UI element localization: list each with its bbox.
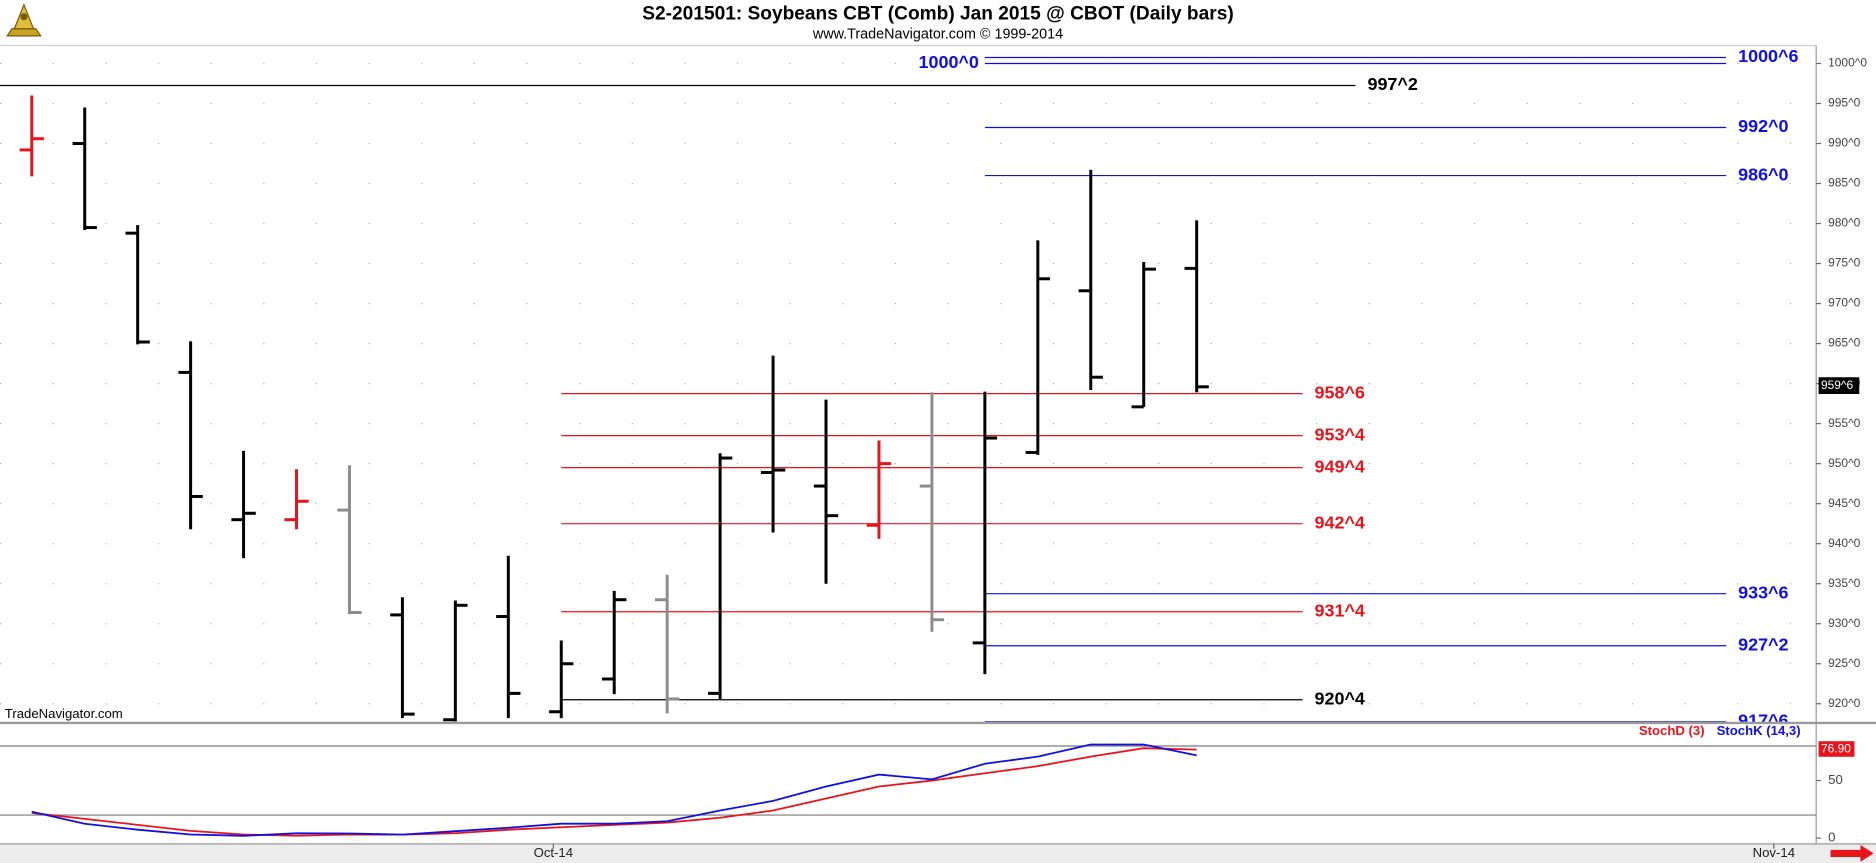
ohlc-bar	[813, 399, 839, 584]
ohlc-bar	[231, 450, 256, 559]
axes: 920^0 925^0 930^0 935^0 940^0 945^0 950^0 955^0…	[534, 56, 1868, 860]
y-tick-label: 945^0	[1828, 496, 1861, 510]
y-tick-label: 995^0	[1828, 96, 1861, 110]
ohlc-bar	[707, 453, 733, 699]
level-label: 958^6	[1315, 382, 1365, 402]
level-label: 917^6	[1738, 710, 1788, 730]
y-tick-label: 985^0	[1828, 176, 1861, 190]
ohlc-bar	[284, 469, 309, 530]
y-tick-label: 980^0	[1828, 216, 1861, 230]
ohlc-bar	[337, 465, 362, 615]
y-tick-label: 975^0	[1828, 256, 1861, 270]
level-label: 986^0	[1738, 164, 1788, 184]
last-value-box	[1818, 741, 1855, 757]
level-label: 1000^6	[1738, 46, 1798, 66]
y-tick-label: 925^0	[1828, 656, 1861, 670]
y-tick-label: 50	[1828, 772, 1843, 787]
logo	[6, 3, 42, 37]
last-price-label: 959^6	[1821, 378, 1854, 392]
level-label: 931^4	[1315, 600, 1365, 620]
y-tick-label: 990^0	[1828, 136, 1861, 150]
watermark: TradeNavigator.com	[5, 706, 123, 721]
y-tick-label: 940^0	[1828, 536, 1861, 550]
level-label: 942^4	[1315, 512, 1365, 532]
legend-entry: StochK (14,3)	[1717, 723, 1801, 738]
ohlc-bar	[866, 440, 892, 539]
ohlc-bar	[1025, 240, 1050, 455]
y-tick-label: 935^0	[1828, 576, 1861, 590]
ohlc-bar	[1184, 220, 1209, 393]
stoch-line	[31, 747, 1197, 837]
ohlc-bar	[72, 107, 97, 230]
level-label: 920^4	[1315, 688, 1365, 708]
x-tick-label: Oct-14	[534, 845, 573, 860]
ohlc-bar	[1078, 169, 1103, 391]
level-label: 997^2	[1367, 74, 1417, 94]
ohlc-bar	[972, 391, 998, 675]
stoch-line	[31, 743, 1197, 837]
y-tick-label: 930^0	[1828, 616, 1861, 630]
x-tick-label: Nov-14	[1753, 845, 1795, 860]
y-tick-label: 965^0	[1828, 336, 1861, 350]
chart-subtitle: www.TradeNavigator.com © 1999-2014	[812, 27, 1063, 43]
ohlc-bar	[496, 555, 521, 719]
stoch-grid	[0, 745, 1817, 816]
level-label: 953^4	[1315, 424, 1365, 444]
x-axis-strip	[0, 843, 1876, 863]
y-tick-label: 970^0	[1828, 296, 1861, 310]
level-label: 1000^0	[919, 52, 979, 72]
ohlc-bar	[178, 341, 203, 530]
y-tick-label: 0	[1828, 830, 1835, 845]
y-tick-label: 920^0	[1828, 696, 1861, 710]
y-tick-label: 1000^0	[1828, 56, 1867, 70]
y-tick-label: 950^0	[1828, 456, 1861, 470]
ohlc-bar	[919, 392, 945, 632]
stoch-plot	[31, 743, 1197, 837]
level-label: 927^2	[1738, 634, 1788, 654]
level-label: 933^6	[1738, 582, 1788, 602]
ohlc-bar	[549, 640, 574, 719]
chart-title: S2-201501: Soybeans CBT (Comb) Jan 2015 …	[642, 3, 1233, 24]
last-value-label: 76.90	[1821, 742, 1851, 756]
ohlc-bar	[760, 355, 786, 533]
ohlc-bar	[125, 225, 150, 345]
ohlc-bar	[1131, 261, 1156, 409]
y-tick-label: 955^0	[1828, 416, 1861, 430]
ohlc-bar	[654, 574, 680, 714]
level-label: 949^4	[1315, 456, 1365, 476]
price-plot: 1000^6 1000^0 997^2 992^0 986^0 958^6 953^4 949…	[0, 46, 1798, 730]
level-label: 992^0	[1738, 116, 1788, 136]
ohlc-bar	[443, 600, 468, 722]
ohlc-bar	[602, 590, 627, 695]
last-price-box	[1818, 377, 1860, 395]
ohlc-bar	[19, 95, 44, 177]
ohlc-bar	[390, 597, 415, 719]
legend-entry: StochD (3)	[1639, 723, 1705, 738]
scroll-arrow[interactable]	[1830, 845, 1874, 862]
